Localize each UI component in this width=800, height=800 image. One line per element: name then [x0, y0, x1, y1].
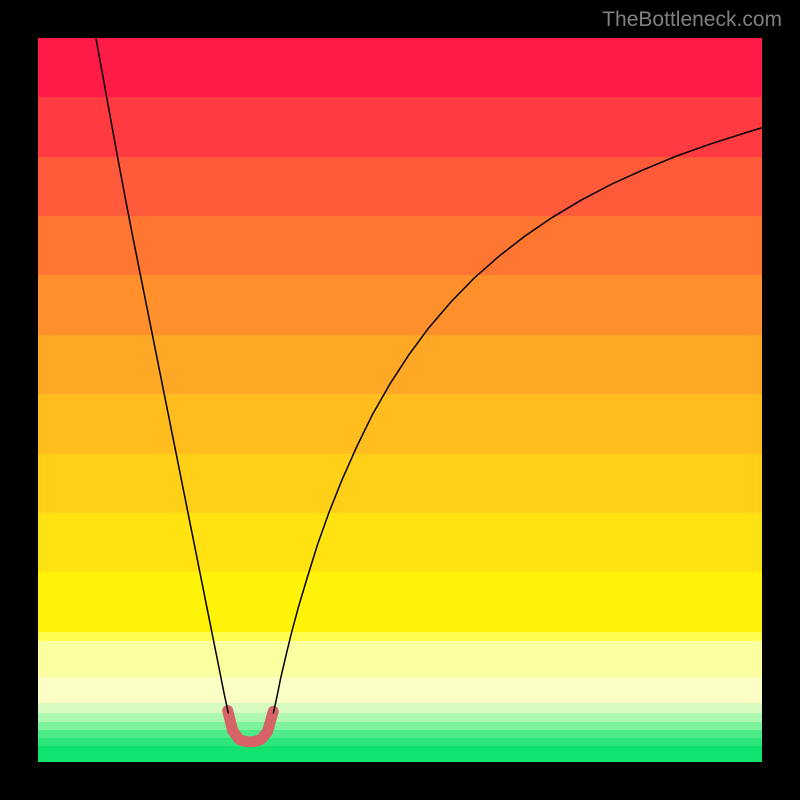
- curve-right: [273, 128, 762, 714]
- curve-left: [96, 38, 228, 713]
- chart-plot-area: [38, 38, 762, 762]
- valley-highlight: [228, 711, 274, 742]
- bottleneck-curve: [38, 38, 762, 762]
- watermark-text: TheBottleneck.com: [602, 8, 782, 32]
